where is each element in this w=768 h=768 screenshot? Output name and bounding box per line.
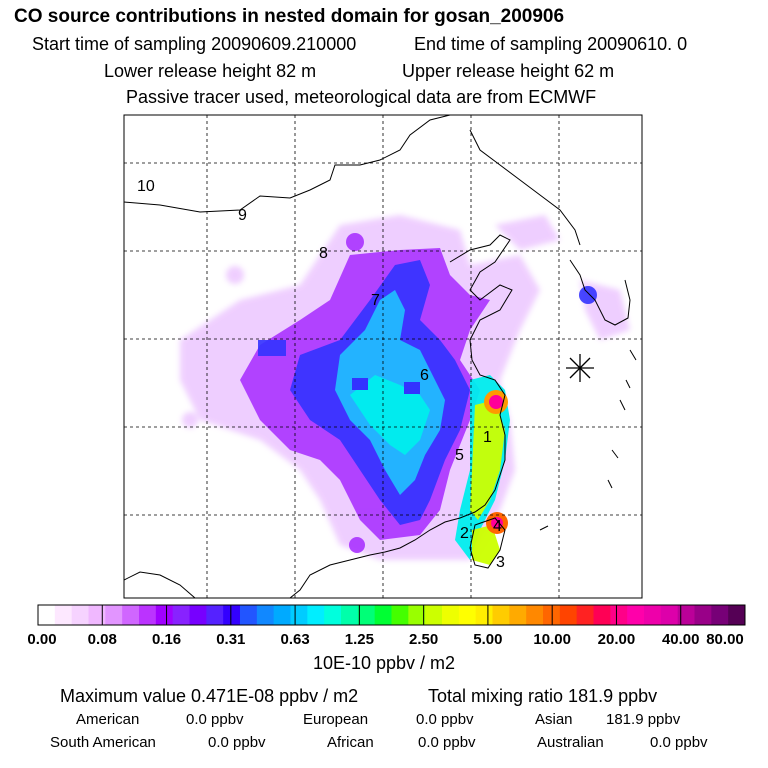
african-value: 0.0 ppbv (418, 734, 476, 751)
australian-label: Australian (537, 734, 604, 751)
region-label-2: 2 (460, 525, 469, 542)
colorbar-swatch (627, 605, 645, 625)
american-label: American (76, 711, 140, 728)
end-time-label: End time of sampling 20090610. 0 (414, 34, 688, 54)
colorbar-swatch (374, 605, 392, 625)
colorbar-swatch (223, 605, 241, 625)
plot-title: CO source contributions in nested domain… (14, 6, 565, 27)
colorbar-swatch (324, 605, 342, 625)
colorbar-swatch (54, 605, 73, 625)
colorbar-swatch (256, 605, 275, 625)
region-label-10: 10 (137, 178, 155, 195)
region-label-9: 9 (238, 207, 247, 224)
upper-release-height: Upper release height 62 m (402, 61, 615, 81)
colorbar-tick-label: 10.00 (533, 631, 571, 648)
colorbar-swatch (290, 605, 308, 625)
australian-value: 0.0 ppbv (650, 734, 708, 751)
colorbar-swatch (458, 605, 477, 625)
total-mixing-ratio: Total mixing ratio 181.9 ppbv (428, 686, 658, 706)
region-label-4: 4 (493, 518, 502, 535)
colorbar-swatch (155, 605, 174, 625)
colorbar-swatch (711, 605, 729, 625)
coastlines (124, 115, 637, 598)
colorbar-swatch (122, 605, 140, 625)
colorbar-swatch (559, 605, 578, 625)
region-label-5: 5 (455, 447, 464, 464)
asian-value: 181.9 ppbv (606, 711, 681, 728)
colorbar-swatch (391, 605, 409, 625)
colorbar-swatch (442, 605, 460, 625)
lower-release-height: Lower release height 82 m (104, 61, 317, 81)
american-value: 0.0 ppbv (186, 711, 244, 728)
colorbar-swatch (189, 605, 207, 625)
colorbar-swatch (475, 605, 493, 625)
colorbar-swatch (139, 605, 157, 625)
colorbar-swatch (71, 605, 89, 625)
region-label-7: 7 (371, 292, 380, 309)
colorbar-swatch (408, 605, 426, 625)
colorbar-tick-label: 0.08 (88, 631, 117, 648)
colorbar-swatch (357, 605, 376, 625)
south-american-value: 0.0 ppbv (208, 734, 266, 751)
colorbar-swatch (694, 605, 712, 625)
concentration-field (180, 215, 630, 565)
colorbar-swatch (38, 605, 56, 625)
colorbar-swatch (206, 605, 224, 625)
colorbar-tick-label: 2.50 (409, 631, 438, 648)
colorbar-swatch (677, 605, 695, 625)
colorbar-swatch (728, 605, 746, 625)
colorbar-swatch (644, 605, 662, 625)
map-frame (123, 114, 643, 599)
colorbar-swatch (105, 605, 123, 625)
colorbar-tick-label: 1.25 (345, 631, 374, 648)
region-label-3: 3 (496, 554, 505, 571)
region-label-1: 1 (483, 429, 492, 446)
colorbar-tick-label: 80.00 (706, 631, 744, 648)
south-american-label: South American (50, 734, 156, 751)
colorbar-swatch (425, 605, 443, 625)
colorbar-swatch (172, 605, 190, 625)
colorbar-unit: 10E-10 ppbv / m2 (312, 653, 456, 673)
colorbar-swatch (593, 605, 611, 625)
region-label-8: 8 (319, 245, 328, 262)
colorbar-swatch (88, 605, 106, 625)
colorbar-swatch (492, 605, 510, 625)
colorbar-swatch (610, 605, 628, 625)
colorbar-tick-label: 40.00 (662, 631, 700, 648)
region-label-6: 6 (420, 367, 429, 384)
colorbar-tick-label: 0.31 (216, 631, 245, 648)
lat-lon-grid (124, 115, 642, 598)
colorbar-tick-label: 20.00 (598, 631, 636, 648)
colorbar (37, 604, 746, 626)
colorbar-swatch (576, 605, 594, 625)
colorbar-swatch (273, 605, 291, 625)
colorbar-swatch (660, 605, 679, 625)
tracer-note: Passive tracer used, meteorological data… (126, 87, 597, 107)
european-value: 0.0 ppbv (416, 711, 474, 728)
receptor-marker-icon (566, 354, 594, 382)
colorbar-tick-label: 0.00 (27, 631, 56, 648)
european-label: European (303, 711, 369, 728)
colorbar-swatch (341, 605, 359, 625)
colorbar-tick-label: 0.63 (280, 631, 309, 648)
colorbar-swatch (526, 605, 544, 625)
max-value: Maximum value 0.471E-08 ppbv / m2 (60, 686, 359, 706)
colorbar-swatch (307, 605, 325, 625)
colorbar-swatch (543, 605, 561, 625)
colorbar-tick-label: 5.00 (473, 631, 502, 648)
colorbar-swatch (509, 605, 527, 625)
colorbar-swatch (240, 605, 258, 625)
start-time-label: Start time of sampling 20090609.210000 (32, 34, 357, 54)
african-label: African (327, 734, 374, 751)
colorbar-tick-label: 0.16 (152, 631, 181, 648)
asian-label: Asian (535, 711, 573, 728)
